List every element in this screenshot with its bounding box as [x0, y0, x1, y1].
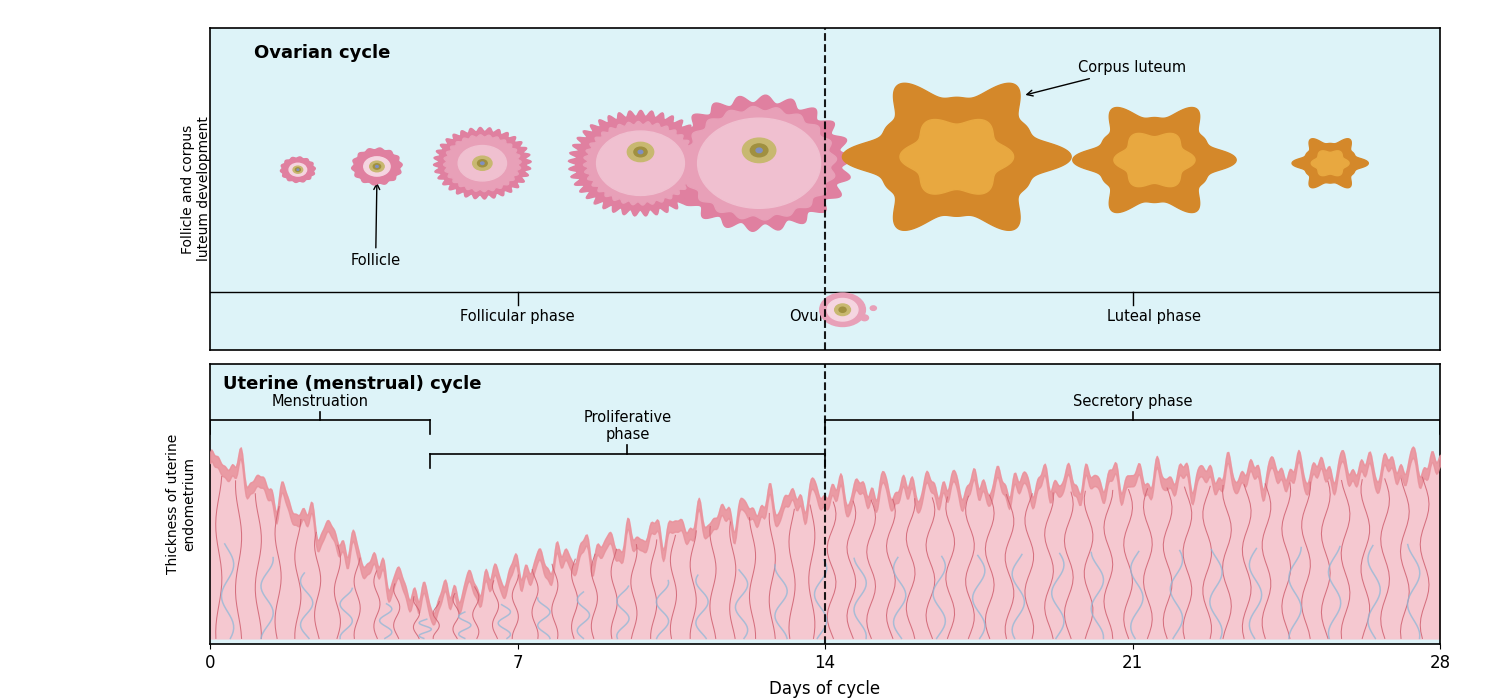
Circle shape	[477, 160, 488, 167]
X-axis label: Days of cycle: Days of cycle	[770, 680, 880, 698]
Text: Luteal phase: Luteal phase	[1107, 309, 1202, 324]
Polygon shape	[681, 106, 837, 220]
Circle shape	[627, 142, 654, 162]
Circle shape	[292, 166, 303, 173]
Text: Uterine (menstrual) cycle: Uterine (menstrual) cycle	[224, 375, 482, 393]
Circle shape	[480, 162, 484, 164]
Circle shape	[827, 298, 858, 321]
Text: Ovarian cycle: Ovarian cycle	[254, 44, 390, 62]
Circle shape	[374, 164, 381, 169]
Circle shape	[297, 169, 298, 170]
Polygon shape	[351, 148, 402, 185]
Text: Ovulation: Ovulation	[789, 309, 861, 324]
Circle shape	[638, 150, 644, 154]
Circle shape	[363, 157, 390, 176]
Polygon shape	[666, 95, 852, 231]
Polygon shape	[1114, 134, 1196, 187]
Circle shape	[742, 138, 776, 162]
Text: Corpus luteum: Corpus luteum	[1028, 60, 1186, 96]
Circle shape	[597, 131, 684, 195]
Polygon shape	[433, 127, 531, 199]
Circle shape	[458, 146, 507, 181]
Polygon shape	[444, 135, 520, 192]
Text: Follicular phase: Follicular phase	[460, 309, 574, 324]
Circle shape	[834, 304, 850, 316]
Text: Proliferative
phase: Proliferative phase	[584, 410, 672, 442]
Circle shape	[634, 147, 646, 157]
Polygon shape	[1072, 108, 1236, 213]
Circle shape	[750, 144, 768, 157]
Polygon shape	[568, 111, 712, 216]
Y-axis label: Thickness of uterine
endometrium: Thickness of uterine endometrium	[166, 434, 196, 574]
Polygon shape	[1292, 139, 1368, 188]
Circle shape	[842, 304, 852, 312]
Text: Menstruation: Menstruation	[272, 394, 369, 409]
Circle shape	[290, 163, 306, 176]
Circle shape	[870, 306, 876, 310]
Circle shape	[375, 165, 378, 167]
Circle shape	[369, 161, 384, 172]
Circle shape	[819, 293, 866, 326]
Polygon shape	[280, 157, 315, 183]
Circle shape	[472, 156, 492, 170]
Circle shape	[839, 307, 846, 312]
Circle shape	[756, 148, 762, 153]
Polygon shape	[1311, 150, 1348, 176]
Circle shape	[861, 315, 868, 321]
Text: Follicle: Follicle	[351, 183, 400, 268]
Circle shape	[698, 118, 820, 209]
Polygon shape	[843, 83, 1071, 230]
Polygon shape	[584, 121, 698, 205]
Text: Secretory phase: Secretory phase	[1072, 394, 1192, 409]
Polygon shape	[900, 120, 1014, 194]
Y-axis label: Follicle and corpus
luteum development: Follicle and corpus luteum development	[182, 117, 212, 261]
Circle shape	[296, 168, 300, 172]
